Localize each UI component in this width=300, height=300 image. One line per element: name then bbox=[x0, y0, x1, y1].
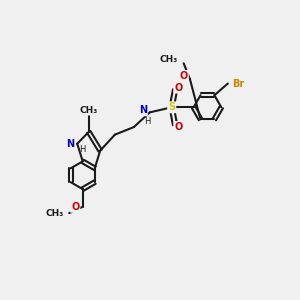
Text: O: O bbox=[71, 202, 79, 212]
Text: Br: Br bbox=[232, 79, 244, 88]
Text: H: H bbox=[144, 117, 151, 126]
Text: CH₃: CH₃ bbox=[160, 55, 178, 64]
Text: S: S bbox=[168, 102, 175, 112]
Text: CH₃: CH₃ bbox=[45, 208, 63, 217]
Text: H: H bbox=[79, 146, 85, 154]
Text: O: O bbox=[180, 71, 188, 81]
Text: N: N bbox=[139, 105, 147, 115]
Text: O: O bbox=[174, 82, 183, 92]
Text: N: N bbox=[66, 139, 74, 149]
Text: CH₃: CH₃ bbox=[80, 106, 98, 115]
Text: O: O bbox=[174, 122, 183, 132]
